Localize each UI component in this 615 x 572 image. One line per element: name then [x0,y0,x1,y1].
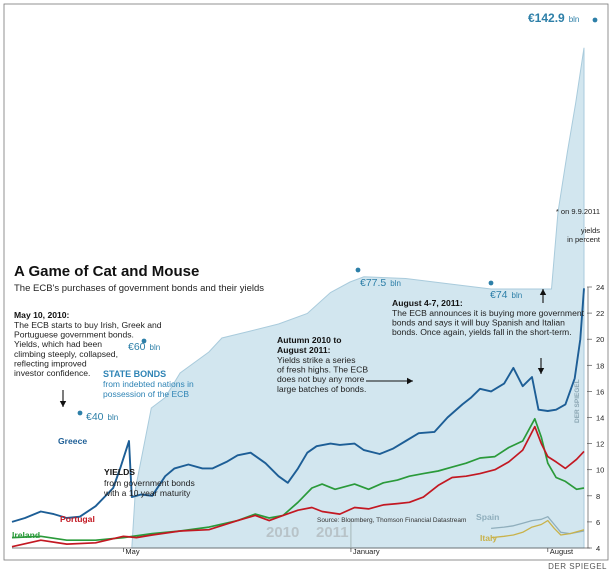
y-tick-label: 12 [596,440,604,449]
bond-marker-label: €40 [86,411,104,423]
chart-subtitle: The ECB's purchases of government bonds … [14,283,264,294]
series-label-spain: Spain [476,512,499,522]
source-note: Source: Bloomberg, Thomson Financial Dat… [317,517,466,524]
annotation-arrowhead [407,377,413,385]
bond-holdings-area [131,47,585,549]
y-tick-label: 16 [596,387,604,396]
y-tick-label: 20 [596,335,604,344]
bond-marker-label: €142.9 [528,11,565,25]
y-tick-label: 22 [596,309,604,318]
x-tick-label: May [125,547,139,556]
annotation-text: investor confidence. [14,368,90,378]
state-bonds-label: STATE BONDS [103,369,166,379]
bond-marker-dot [141,338,147,344]
y-tick-label: 24 [596,283,604,292]
series-line-greece [11,288,585,523]
bond-marker-dot [355,267,361,273]
annotation-arrowhead [59,401,67,407]
yields-sublabel: from government bonds [104,478,195,488]
y-tick-label: 18 [596,361,604,370]
chart-title: A Game of Cat and Mouse [14,263,199,280]
series-label-ireland: Ireland [12,530,40,540]
bond-holdings-area-group [131,47,585,549]
y-axis-label: in percent [567,235,601,244]
series-line-italy [491,519,585,539]
state-bonds-sublabel: possession of the ECB [103,389,189,399]
bond-marker-dot [592,17,598,23]
yields-label: YIELDS [104,467,135,477]
annotation-heading: May 10, 2010: [14,310,70,320]
x-tick-label: August [550,547,574,556]
annotation-text: Yields strike a series [277,355,356,365]
series-label-greece: Greece [58,436,87,446]
annotation-text: does not buy any more [277,374,365,384]
annotation-heading: August 2011: [277,345,331,355]
y-tick-label: 6 [596,518,600,527]
x-tick-label: January [353,547,380,556]
annotation-text: reflecting improved [14,358,87,368]
bond-markers-group [77,17,598,416]
text-group: May January August 2010 2011 4 6 8 10 12 14 16 18 20 2… [12,11,607,571]
watermark: DER SPIEGEL [574,379,581,423]
y-tick-label: 14 [596,414,604,423]
bond-marker-unit: bln [512,291,523,300]
annotation-heading: August 4-7, 2011: [392,298,463,308]
date-note: * on 9.9.2011 [556,207,600,216]
bond-marker-unit: bln [150,343,161,352]
annotation-text: The ECB starts to buy Irish, Greek and [14,320,162,330]
annotation-arrowhead [539,289,547,295]
yield-lines-group [11,288,585,548]
annotation-text: Yields, which had been [14,339,102,349]
bond-marker-label: €74 [490,289,508,301]
series-label-portugal: Portugal [60,514,95,524]
y-tick-label: 8 [596,492,600,501]
annotation-text: bonds and says it will buy Spanish and I… [392,318,565,328]
annotation-text: bonds. Once again, yields fall in the sh… [392,327,572,337]
credit-label: DER SPIEGEL [548,562,607,571]
y-tick-label: 10 [596,466,604,475]
annotation-text: Portuguese government bonds. [14,330,134,340]
bond-marker-dot [77,410,83,416]
y-axis-label: yields [581,226,600,235]
bond-marker-unit: bln [108,413,119,422]
yield-tick-group [12,286,592,552]
annotation-text: of fresh highs. The ECB [277,365,368,375]
series-line-spain [491,516,585,535]
annotation-arrowhead [537,368,545,374]
year-label: 2011 [316,524,349,541]
annotation-text: climbing steeply, collapsed, [14,349,118,359]
bond-marker-unit: bln [569,15,580,24]
annotation-text: The ECB announces it is buying more gove… [392,308,585,318]
year-label: 2010 [266,524,299,541]
y-tick-label: 4 [596,544,600,553]
yields-sublabel: with a 10 year maturity [103,488,191,498]
series-label-italy: Italy [480,533,497,543]
chart-frame [3,3,609,561]
state-bonds-sublabel: from indebted nations in [103,379,194,389]
series-line-portugal [11,425,585,548]
bond-marker-dot [488,280,494,286]
annotation-heading: Autumn 2010 to [277,335,341,345]
bond-marker-unit: bln [390,279,401,288]
annotation-text: large batches of bonds. [277,384,366,394]
bond-marker-label: €60 [128,341,146,353]
bond-marker-label: €77.5 [360,277,386,289]
